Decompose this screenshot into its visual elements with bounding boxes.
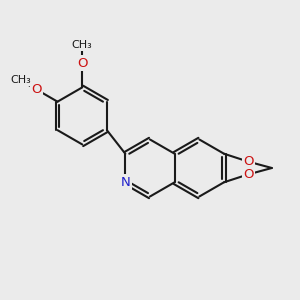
Text: N: N	[120, 176, 130, 189]
Text: O: O	[31, 83, 42, 96]
Text: O: O	[77, 57, 88, 70]
Text: O: O	[243, 155, 254, 168]
Text: O: O	[243, 168, 254, 181]
Text: CH₃: CH₃	[72, 40, 93, 50]
Text: CH₃: CH₃	[10, 75, 31, 85]
